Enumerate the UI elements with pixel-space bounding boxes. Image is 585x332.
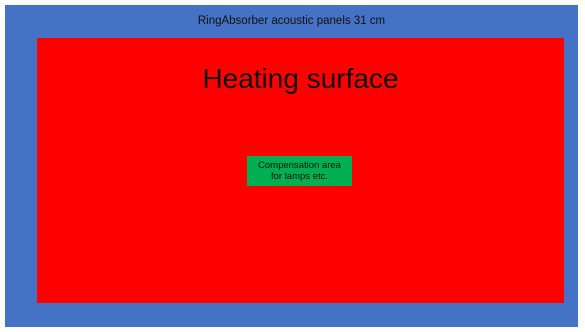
- heating-surface: Heating surface Compensation area for la…: [37, 38, 564, 303]
- ring-absorber-frame: RingAbsorber acoustic panels 31 cm Heati…: [5, 5, 578, 327]
- compensation-area: Compensation area for lamps etc.: [247, 156, 352, 186]
- heating-surface-label: Heating surface: [202, 63, 399, 94]
- compensation-area-label: Compensation area for lamps etc.: [258, 160, 341, 182]
- ring-absorber-label: RingAbsorber acoustic panels 31 cm: [197, 15, 386, 27]
